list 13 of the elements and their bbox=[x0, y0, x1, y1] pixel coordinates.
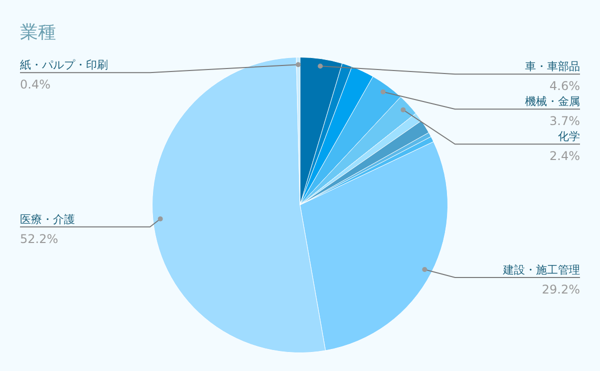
data-label: 2.4% bbox=[550, 149, 580, 164]
chart-title: 業種 bbox=[20, 21, 56, 44]
slice-label: 紙・パルプ・印刷 bbox=[20, 58, 108, 72]
data-label: 0.4% bbox=[20, 78, 50, 92]
data-label: 29.2% bbox=[542, 282, 580, 296]
slice-label: 車・車部品 bbox=[525, 60, 580, 74]
slice-label: 化学 bbox=[558, 130, 580, 144]
data-label: 4.6% bbox=[550, 79, 580, 94]
data-label: 3.7% bbox=[550, 114, 580, 128]
slice-label: 医療・介護 bbox=[20, 212, 75, 226]
slice-label: 建設・施工管理 bbox=[502, 263, 580, 276]
data-label: 52.2% bbox=[20, 232, 58, 246]
slice-label: 機械・金属 bbox=[525, 95, 580, 108]
